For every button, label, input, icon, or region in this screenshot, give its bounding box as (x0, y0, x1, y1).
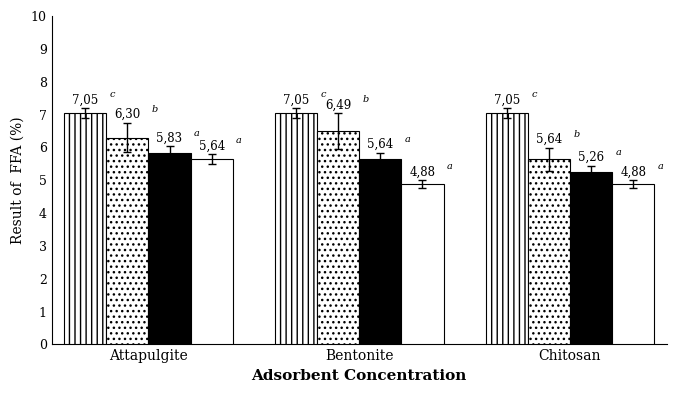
Text: 5,64: 5,64 (367, 138, 393, 151)
Bar (485, 113, 527, 344)
Bar (401, 184, 443, 344)
Text: 7,05: 7,05 (494, 93, 520, 106)
Text: a: a (658, 162, 664, 171)
Text: 5,26: 5,26 (578, 151, 604, 164)
Text: b: b (363, 95, 369, 104)
Text: b: b (152, 105, 158, 114)
Text: 6,30: 6,30 (115, 108, 140, 121)
Bar (317, 131, 359, 344)
Text: 7,05: 7,05 (283, 93, 309, 106)
Text: a: a (447, 162, 453, 171)
Text: c: c (321, 90, 326, 99)
Text: 6,49: 6,49 (325, 98, 351, 112)
Text: a: a (236, 136, 242, 145)
Text: 5,64: 5,64 (199, 140, 225, 153)
Text: 7,05: 7,05 (72, 93, 98, 106)
Text: a: a (616, 148, 621, 157)
Bar (527, 159, 570, 344)
Bar (275, 113, 317, 344)
Text: 4,88: 4,88 (620, 165, 646, 178)
Bar (570, 172, 612, 344)
Text: 4,88: 4,88 (410, 165, 435, 178)
Bar (191, 159, 233, 344)
Bar (148, 153, 191, 344)
Y-axis label: Result of  FFA (%): Result of FFA (%) (11, 117, 25, 244)
Text: c: c (531, 90, 537, 99)
Text: a: a (405, 135, 411, 144)
Text: b: b (574, 130, 580, 139)
Text: 5,64: 5,64 (536, 133, 562, 146)
Bar (359, 159, 401, 344)
Bar (64, 113, 106, 344)
X-axis label: Adsorbent Concentration: Adsorbent Concentration (252, 369, 467, 383)
Text: c: c (110, 90, 115, 99)
Text: a: a (194, 128, 200, 138)
Bar (612, 184, 654, 344)
Bar (106, 138, 148, 344)
Text: 5,83: 5,83 (157, 132, 182, 145)
